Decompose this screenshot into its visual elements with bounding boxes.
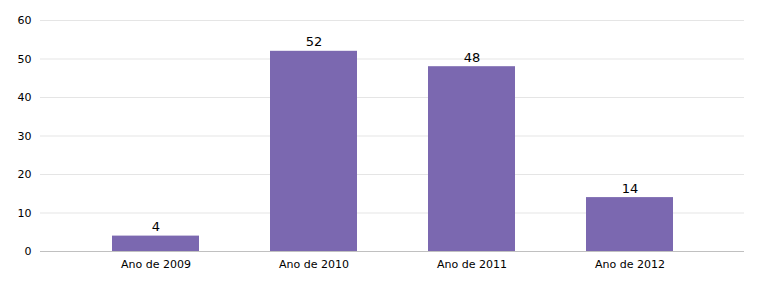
svg-text:Ano de 2012: Ano de 2012 [595,258,665,271]
svg-text:Ano de 2010: Ano de 2010 [279,258,349,271]
svg-text:60: 60 [18,14,32,27]
svg-text:0: 0 [25,245,32,258]
svg-text:Ano de 2011: Ano de 2011 [437,258,507,271]
svg-text:14: 14 [622,181,639,196]
svg-text:48: 48 [464,50,481,65]
svg-text:30: 30 [18,130,32,143]
svg-text:52: 52 [306,34,323,49]
svg-text:40: 40 [18,91,32,104]
svg-text:Ano de 2009: Ano de 2009 [121,258,191,271]
svg-text:4: 4 [152,219,160,234]
svg-text:20: 20 [18,168,32,181]
svg-text:10: 10 [18,207,32,220]
svg-text:50: 50 [18,53,32,66]
